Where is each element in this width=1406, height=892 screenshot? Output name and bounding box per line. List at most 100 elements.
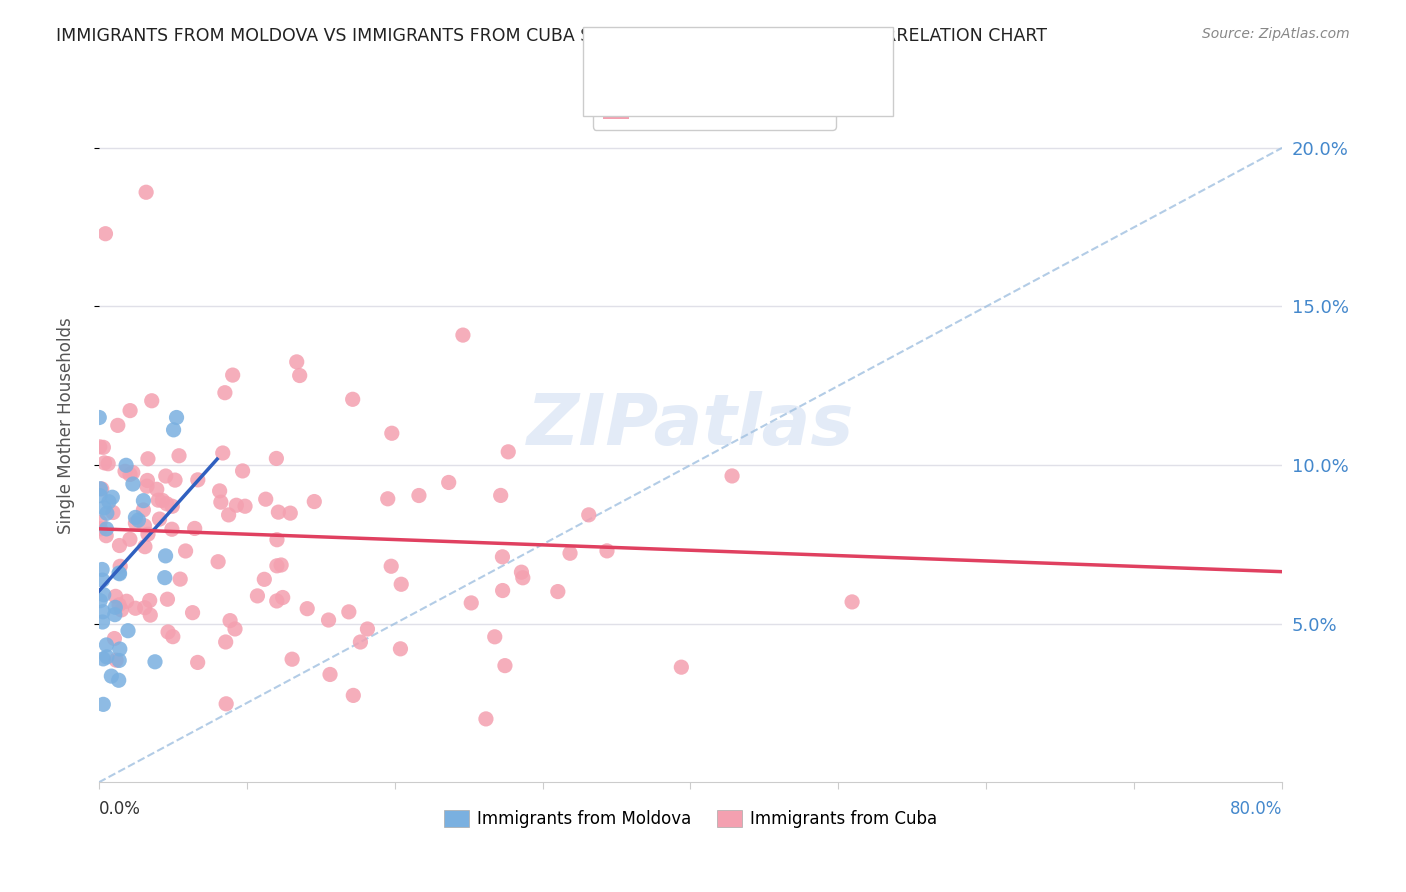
Point <box>105 653 128 667</box>
Point <box>118 467 141 482</box>
Point <box>254 492 277 507</box>
Point <box>266 533 288 547</box>
Point <box>108 642 131 657</box>
Point <box>491 549 513 564</box>
Point <box>841 595 863 609</box>
Point <box>475 712 498 726</box>
Point <box>89 593 111 607</box>
Point <box>547 584 569 599</box>
Point <box>225 498 247 512</box>
Point <box>124 601 146 615</box>
Point <box>356 622 378 636</box>
Point <box>141 393 163 408</box>
Point <box>494 658 516 673</box>
Point <box>214 385 236 400</box>
Point <box>208 483 231 498</box>
Point <box>91 615 114 629</box>
Point <box>134 600 156 615</box>
Point <box>89 489 111 503</box>
Point <box>138 593 160 607</box>
Point <box>496 445 519 459</box>
Point <box>253 572 276 586</box>
Point <box>89 515 111 529</box>
Point <box>219 614 242 628</box>
Point <box>183 521 205 535</box>
Point <box>558 546 581 560</box>
Point <box>136 479 159 493</box>
Point <box>108 559 131 574</box>
Point <box>187 656 209 670</box>
Point <box>209 495 232 509</box>
Point <box>187 473 209 487</box>
Point <box>437 475 460 490</box>
Point <box>510 565 533 579</box>
Point <box>162 500 184 514</box>
Point <box>221 368 243 382</box>
Point <box>115 458 138 473</box>
Point <box>295 601 318 615</box>
Point <box>96 529 118 543</box>
Point <box>181 606 204 620</box>
Point <box>91 698 114 712</box>
Point <box>89 440 111 454</box>
Y-axis label: Single Mother Households: Single Mother Households <box>58 317 75 533</box>
Point <box>101 490 124 504</box>
Point <box>93 588 115 602</box>
Point <box>174 544 197 558</box>
Point <box>389 641 412 656</box>
Point <box>211 446 233 460</box>
Point <box>271 591 294 605</box>
Legend: Immigrants from Moldova, Immigrants from Cuba: Immigrants from Moldova, Immigrants from… <box>437 803 943 835</box>
Point <box>451 328 474 343</box>
Point <box>156 592 179 607</box>
Point <box>110 603 132 617</box>
Point <box>489 488 512 502</box>
Point <box>218 508 240 522</box>
Point <box>460 596 482 610</box>
Point <box>148 512 170 526</box>
Point <box>117 624 139 638</box>
Point <box>150 493 173 508</box>
Point <box>136 527 159 541</box>
Point <box>671 660 693 674</box>
Point <box>121 466 143 480</box>
Point <box>721 469 744 483</box>
Point <box>148 493 170 508</box>
Point <box>124 510 146 524</box>
Point <box>224 622 246 636</box>
Point <box>97 457 120 471</box>
Point <box>118 533 141 547</box>
Point <box>114 464 136 478</box>
Point <box>91 605 114 619</box>
Point <box>270 558 292 572</box>
Point <box>162 630 184 644</box>
Point <box>139 608 162 623</box>
Point <box>91 562 114 576</box>
Point <box>491 583 513 598</box>
Point <box>337 605 360 619</box>
Point <box>134 518 156 533</box>
Point <box>115 594 138 608</box>
Point <box>232 464 254 478</box>
Point <box>381 426 404 441</box>
Point <box>108 566 131 581</box>
Point <box>108 598 131 612</box>
Point <box>90 482 112 496</box>
Point <box>96 522 118 536</box>
Point <box>94 227 117 241</box>
Text: IMMIGRANTS FROM MOLDOVA VS IMMIGRANTS FROM CUBA SINGLE MOTHER HOUSEHOLDS CORRELA: IMMIGRANTS FROM MOLDOVA VS IMMIGRANTS FR… <box>56 27 1047 45</box>
Point <box>167 449 190 463</box>
Point <box>596 544 619 558</box>
Point <box>207 555 229 569</box>
Point <box>145 483 167 497</box>
Point <box>377 491 399 506</box>
Point <box>96 638 118 652</box>
Point <box>266 594 288 608</box>
Point <box>484 630 506 644</box>
Point <box>136 474 159 488</box>
Point <box>246 589 269 603</box>
Point <box>107 418 129 433</box>
Point <box>120 403 142 417</box>
Point <box>162 423 184 437</box>
Text: Source: ZipAtlas.com: Source: ZipAtlas.com <box>1202 27 1350 41</box>
